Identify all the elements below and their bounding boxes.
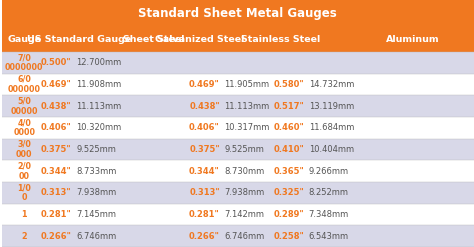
Text: 0.325": 0.325" — [273, 188, 304, 197]
Text: 10.317mm: 10.317mm — [225, 123, 270, 132]
Text: 6.543mm: 6.543mm — [309, 232, 349, 241]
Bar — [1, 27, 474, 52]
Text: 13.119mm: 13.119mm — [309, 102, 354, 111]
Text: 7/0
0000000: 7/0 0000000 — [5, 53, 44, 72]
Text: 6.746mm: 6.746mm — [225, 232, 265, 241]
Bar — [1, 52, 474, 74]
Text: 0.406": 0.406" — [41, 123, 72, 132]
Text: Sheet Steel: Sheet Steel — [123, 35, 184, 44]
Text: 8.733mm: 8.733mm — [76, 167, 117, 176]
Text: 0.517": 0.517" — [273, 102, 304, 111]
Text: 1/0
0: 1/0 0 — [18, 183, 31, 203]
Text: 0.460": 0.460" — [273, 123, 304, 132]
Bar — [1, 139, 474, 160]
Text: Standard Sheet Metal Gauges: Standard Sheet Metal Gauges — [138, 7, 337, 20]
Bar — [1, 117, 474, 139]
Text: 0.266": 0.266" — [189, 232, 220, 241]
Text: 0.410": 0.410" — [273, 145, 304, 154]
Text: 0.313": 0.313" — [189, 188, 220, 197]
Text: 10.320mm: 10.320mm — [76, 123, 121, 132]
Text: 0.365": 0.365" — [273, 167, 304, 176]
Text: 8.730mm: 8.730mm — [225, 167, 265, 176]
Text: US Standard Gauge: US Standard Gauge — [27, 35, 132, 44]
Text: 6.746mm: 6.746mm — [76, 232, 117, 241]
Text: 1: 1 — [21, 210, 27, 219]
Text: 0.344": 0.344" — [41, 167, 72, 176]
Text: 0.406": 0.406" — [189, 123, 220, 132]
Text: 0.281": 0.281" — [41, 210, 72, 219]
Text: 0.375": 0.375" — [41, 145, 72, 154]
Text: 0.281": 0.281" — [189, 210, 220, 219]
Text: 9.525mm: 9.525mm — [225, 145, 264, 154]
Text: 11.113mm: 11.113mm — [76, 102, 121, 111]
Text: 7.938mm: 7.938mm — [76, 188, 117, 197]
Text: 7.938mm: 7.938mm — [225, 188, 265, 197]
Bar — [1, 182, 474, 204]
Text: 0.313": 0.313" — [41, 188, 72, 197]
Text: Stainless Steel: Stainless Steel — [241, 35, 320, 44]
Text: 2/0
00: 2/0 00 — [17, 162, 31, 181]
Text: 0.500": 0.500" — [41, 58, 72, 67]
Text: 0.580": 0.580" — [273, 80, 304, 89]
Text: Aluminum: Aluminum — [386, 35, 439, 44]
Bar — [1, 204, 474, 225]
Bar — [1, 160, 474, 182]
Text: 7.145mm: 7.145mm — [76, 210, 116, 219]
Bar — [1, 0, 474, 27]
Text: 0.469": 0.469" — [41, 80, 72, 89]
Text: 0.289": 0.289" — [273, 210, 304, 219]
Text: Galvanized Steel: Galvanized Steel — [155, 35, 245, 44]
Text: 11.113mm: 11.113mm — [225, 102, 270, 111]
Text: 14.732mm: 14.732mm — [309, 80, 354, 89]
Text: 4/0
0000: 4/0 0000 — [13, 118, 35, 137]
Text: 0.469": 0.469" — [189, 80, 220, 89]
Text: 0.375": 0.375" — [189, 145, 220, 154]
Bar — [1, 95, 474, 117]
Text: 0.344": 0.344" — [189, 167, 220, 176]
Bar — [1, 225, 474, 247]
Text: 2: 2 — [21, 232, 27, 241]
Text: 0.438": 0.438" — [189, 102, 220, 111]
Text: 10.404mm: 10.404mm — [309, 145, 354, 154]
Text: 0.258": 0.258" — [273, 232, 304, 241]
Text: 11.908mm: 11.908mm — [76, 80, 121, 89]
Text: Gauge: Gauge — [7, 35, 41, 44]
Text: 5/0
00000: 5/0 00000 — [10, 96, 38, 116]
Text: 12.700mm: 12.700mm — [76, 58, 121, 67]
Bar — [1, 74, 474, 95]
Text: 11.905mm: 11.905mm — [225, 80, 270, 89]
Text: 0.266": 0.266" — [41, 232, 72, 241]
Text: 7.348mm: 7.348mm — [309, 210, 349, 219]
Text: 8.252mm: 8.252mm — [309, 188, 349, 197]
Text: 11.684mm: 11.684mm — [309, 123, 354, 132]
Text: 7.142mm: 7.142mm — [225, 210, 264, 219]
Text: 9.525mm: 9.525mm — [76, 145, 116, 154]
Text: 3/0
000: 3/0 000 — [16, 140, 33, 159]
Text: 6/0
000000: 6/0 000000 — [8, 75, 41, 94]
Text: 9.266mm: 9.266mm — [309, 167, 349, 176]
Text: 0.438": 0.438" — [41, 102, 72, 111]
